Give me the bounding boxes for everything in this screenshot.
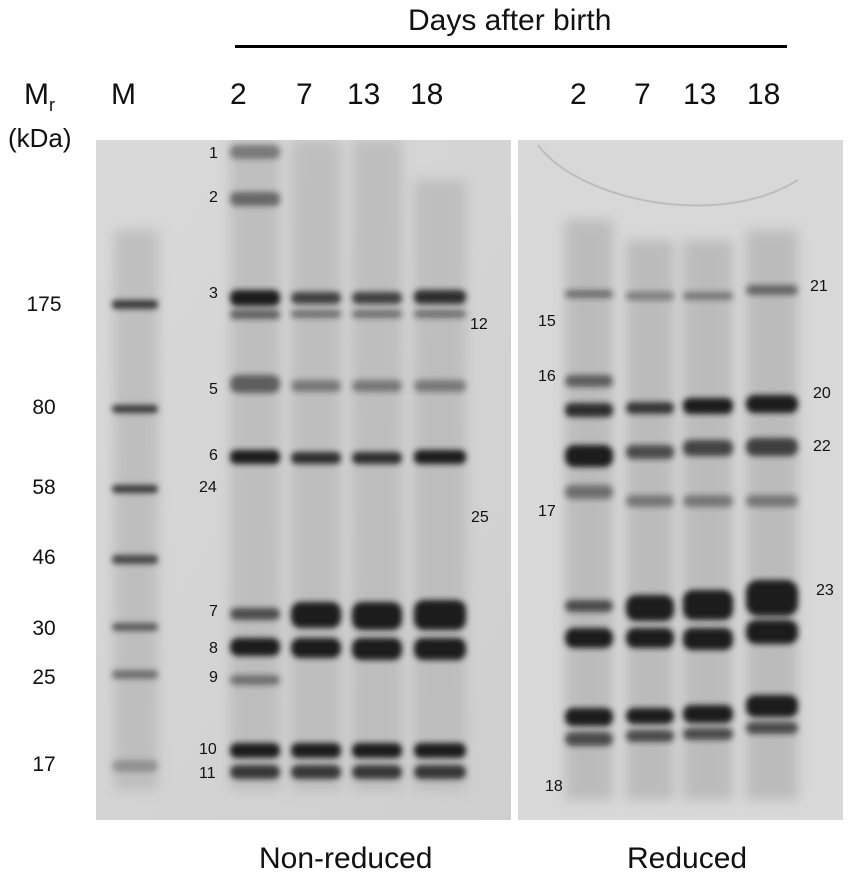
reduced-label: Reduced bbox=[627, 842, 748, 875]
band-label-1: 1 bbox=[209, 145, 218, 162]
band-label-10: 10 bbox=[199, 741, 217, 758]
band-label-12: 12 bbox=[470, 316, 488, 333]
mr-main: M bbox=[24, 78, 49, 111]
band-label-22: 22 bbox=[813, 438, 831, 455]
nr-lane-label-2: 2 bbox=[230, 78, 247, 111]
mw-175: 175 bbox=[26, 293, 62, 316]
marker-lane-label: M bbox=[111, 78, 136, 111]
r-lane-label-13: 13 bbox=[683, 78, 717, 111]
band-label-3: 3 bbox=[209, 285, 218, 302]
band-label-16: 16 bbox=[538, 368, 556, 385]
band-label-20: 20 bbox=[813, 385, 831, 402]
band-label-5: 5 bbox=[209, 381, 218, 398]
nr-lane-label-18: 18 bbox=[410, 78, 444, 111]
days-rule bbox=[235, 45, 787, 48]
gel-nonreduced bbox=[96, 140, 511, 820]
band-label-21: 21 bbox=[810, 278, 828, 295]
r-lane-label-2: 2 bbox=[570, 78, 587, 111]
days-after-birth-label: Days after birth bbox=[408, 4, 612, 37]
gel-reduced bbox=[518, 140, 843, 820]
r-lane-label-7: 7 bbox=[634, 78, 651, 111]
gel-reduced-image bbox=[518, 140, 843, 820]
mw-80: 80 bbox=[32, 396, 56, 419]
band-label-25: 25 bbox=[471, 509, 489, 526]
band-label-9: 9 bbox=[209, 669, 218, 686]
nr-lane-label-7: 7 bbox=[296, 78, 313, 111]
band-label-24: 24 bbox=[199, 479, 217, 496]
mw-17: 17 bbox=[32, 753, 56, 776]
band-label-11: 11 bbox=[199, 765, 216, 782]
band-label-18: 18 bbox=[545, 778, 563, 795]
nr-lane-label-13: 13 bbox=[347, 78, 381, 111]
band-label-23: 23 bbox=[816, 582, 834, 599]
mw-58: 58 bbox=[32, 476, 56, 499]
mw-46: 46 bbox=[32, 546, 56, 569]
band-label-2: 2 bbox=[209, 189, 218, 206]
mr-sub: r bbox=[49, 95, 55, 115]
mw-30: 30 bbox=[32, 617, 56, 640]
mr-label: Mr bbox=[24, 78, 55, 115]
band-label-17: 17 bbox=[538, 503, 556, 520]
band-label-8: 8 bbox=[209, 640, 218, 657]
r-lane-label-18: 18 bbox=[747, 78, 781, 111]
band-label-6: 6 bbox=[209, 447, 218, 464]
non-reduced-label: Non-reduced bbox=[259, 842, 433, 875]
band-label-7: 7 bbox=[209, 603, 218, 620]
gel-nonreduced-image bbox=[96, 140, 511, 820]
kda-label: (kDa) bbox=[8, 123, 72, 153]
mw-25: 25 bbox=[32, 666, 56, 689]
band-label-15: 15 bbox=[538, 313, 556, 330]
